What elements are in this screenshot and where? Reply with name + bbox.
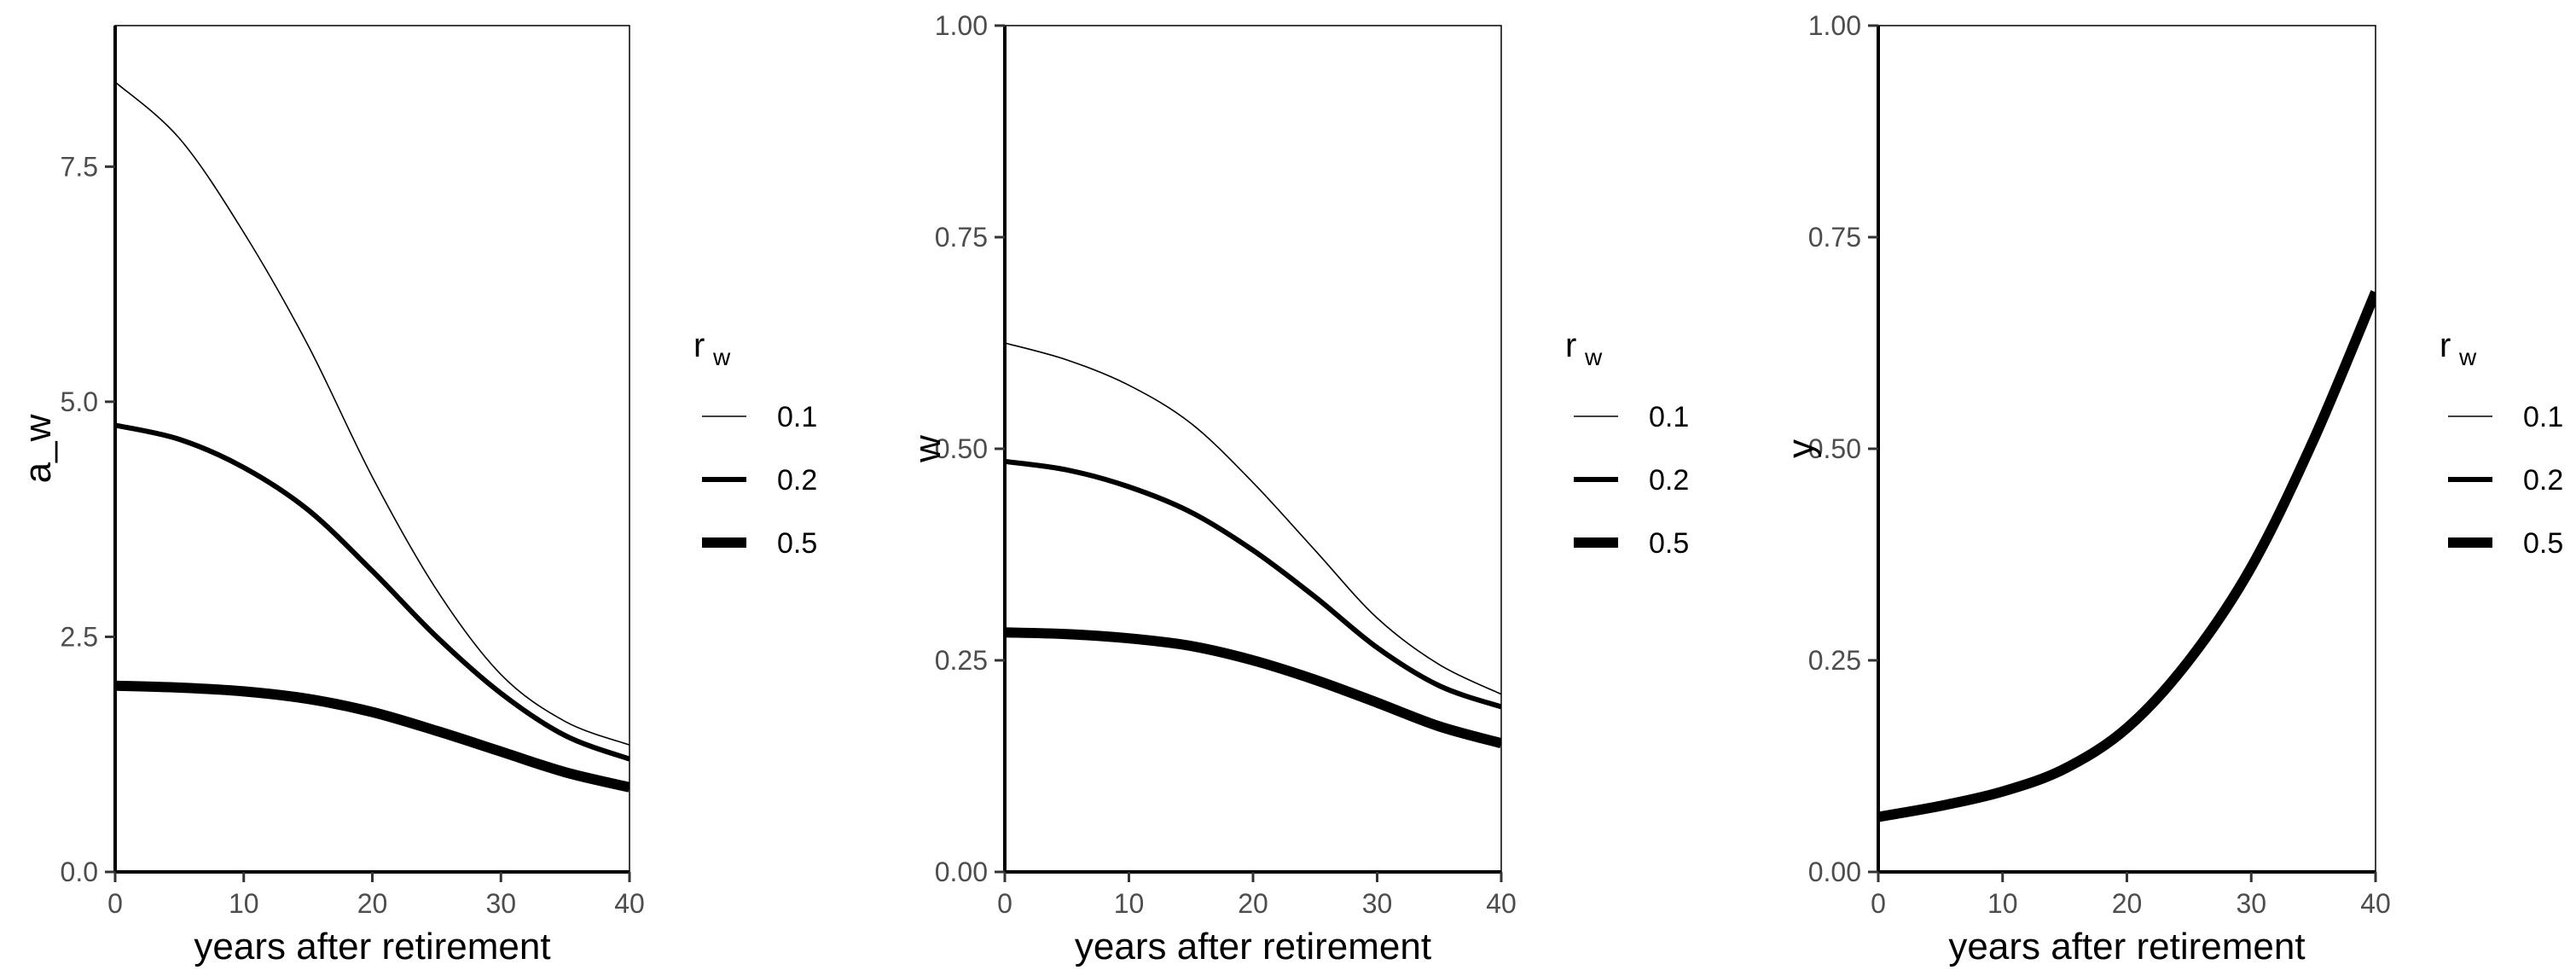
legend-title: r bbox=[2440, 327, 2451, 364]
series-line-0_5 bbox=[115, 680, 629, 793]
x-tick-label: 10 bbox=[229, 888, 259, 919]
x-tick-label: 0 bbox=[997, 888, 1012, 919]
x-axis-title: years after retirement bbox=[194, 926, 550, 967]
series-line-0_1 bbox=[115, 81, 629, 746]
legend-title-subscript: w bbox=[2458, 344, 2477, 370]
x-tick-label: 30 bbox=[1362, 888, 1393, 919]
legend-title-subscript: w bbox=[712, 344, 731, 370]
legend-label-0_5: 0.5 bbox=[1649, 527, 1689, 560]
y-tick-label: 0.00 bbox=[935, 857, 988, 887]
x-tick-label: 40 bbox=[614, 888, 645, 919]
y-tick-label: 5.0 bbox=[61, 386, 98, 417]
x-tick-label: 0 bbox=[1871, 888, 1886, 919]
x-tick-label: 30 bbox=[485, 888, 516, 919]
x-axis-title: years after retirement bbox=[1075, 926, 1431, 967]
legend-label-0_5: 0.5 bbox=[2523, 527, 2563, 560]
y-tick-label: 0.25 bbox=[935, 645, 988, 676]
x-tick-label: 10 bbox=[1114, 888, 1145, 919]
legend-label-0_2: 0.2 bbox=[777, 464, 817, 497]
series-line-0_5 bbox=[1005, 627, 1501, 749]
y-axis-title: y bbox=[1780, 439, 1822, 458]
y-tick-label: 7.5 bbox=[61, 151, 98, 182]
y-tick-label: 0.75 bbox=[935, 222, 988, 253]
y-tick-label: 0.00 bbox=[1808, 857, 1861, 887]
y-tick-label: 0.50 bbox=[935, 433, 988, 464]
x-axis-title: years after retirement bbox=[1948, 926, 2305, 967]
y-tick-label: 0.0 bbox=[61, 857, 98, 887]
series-line-0_2 bbox=[1005, 458, 1501, 710]
plot-border bbox=[1004, 25, 1502, 873]
legend-title-subscript: w bbox=[1584, 344, 1603, 370]
legend-label-0_5: 0.5 bbox=[777, 527, 817, 560]
x-tick-label: 40 bbox=[1486, 888, 1517, 919]
legend-label-0_1: 0.1 bbox=[777, 401, 817, 433]
legend-label-0_2: 0.2 bbox=[2523, 464, 2563, 497]
plot-border bbox=[1877, 25, 2376, 873]
y-tick-label: 1.00 bbox=[935, 10, 988, 41]
legend-title: r bbox=[1565, 327, 1576, 364]
x-tick-label: 30 bbox=[2236, 888, 2266, 919]
y-tick-label: 2.5 bbox=[61, 621, 98, 652]
panel-1: 0.0 2.5 5.0 7.5 0 10 20 30 40 years after retirem… bbox=[17, 25, 817, 967]
x-tick-label: 10 bbox=[1987, 888, 2018, 919]
x-tick-label: 20 bbox=[357, 888, 388, 919]
legend-label-0_2: 0.2 bbox=[1649, 464, 1689, 497]
panel-3: 0.00 0.25 0.50 0.75 1.00 0 10 20 30 40 years after… bbox=[1780, 10, 2563, 967]
y-tick-label: 1.00 bbox=[1808, 10, 1861, 41]
series-line-0_2 bbox=[115, 422, 629, 762]
legend-label-0_1: 0.1 bbox=[2523, 401, 2563, 433]
y-axis-title: w bbox=[907, 435, 949, 463]
panel-2: 0.00 0.25 0.50 0.75 1.00 0 10 20 30 40 years after… bbox=[907, 10, 1689, 967]
legend-title: r bbox=[693, 327, 705, 364]
y-tick-label: 0.25 bbox=[1808, 645, 1861, 676]
plot-border bbox=[114, 25, 630, 873]
legend-label-0_1: 0.1 bbox=[1649, 401, 1689, 433]
y-tick-label: 0.75 bbox=[1808, 222, 1861, 253]
y-tick-label: 0.50 bbox=[1808, 433, 1861, 464]
x-tick-label: 20 bbox=[1238, 888, 1268, 919]
series-line-0_5 bbox=[1878, 290, 2376, 822]
x-tick-label: 40 bbox=[2360, 888, 2391, 919]
y-axis-title: a_w bbox=[17, 414, 59, 483]
x-tick-label: 0 bbox=[107, 888, 123, 919]
series-line-0_1 bbox=[1005, 342, 1501, 695]
x-tick-label: 20 bbox=[2112, 888, 2143, 919]
